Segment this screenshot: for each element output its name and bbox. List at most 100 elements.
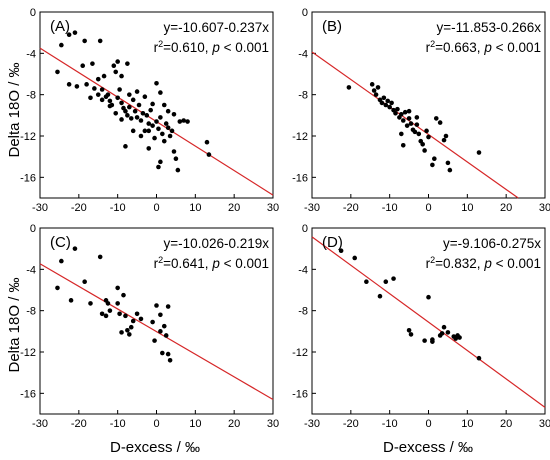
y-tick-label: -12	[292, 347, 308, 359]
x-tick-label: -30	[304, 202, 320, 214]
data-point	[163, 121, 169, 126]
data-point	[113, 69, 119, 75]
fit-stat-r2-value: =0.663,	[435, 40, 484, 55]
data-point	[406, 108, 412, 114]
y-tick-label: -8	[26, 306, 36, 318]
data-point	[88, 301, 93, 306]
data-point	[338, 248, 344, 254]
data-point	[165, 108, 171, 114]
regression-line	[39, 263, 274, 401]
data-point	[55, 69, 60, 75]
data-point	[383, 279, 389, 285]
data-point	[441, 137, 447, 143]
data-point	[402, 109, 408, 115]
data-point	[171, 149, 177, 154]
panel-a: -30 -20 -10 0 10 20 30 0 -4 -8 -12 -16 (A) y=-10.607-…	[20, 7, 279, 214]
data-point	[171, 112, 177, 117]
x-tick-label: -20	[71, 202, 87, 214]
fit-statistics: r2=0.641, p < 0.001	[154, 255, 269, 271]
x-tick-label: 10	[461, 418, 473, 430]
y-axis-title-bottom: Delta 18O / ‰	[6, 277, 23, 372]
data-point	[138, 316, 144, 322]
data-point	[123, 313, 128, 319]
data-point	[80, 63, 86, 69]
data-point	[420, 141, 425, 147]
data-point	[136, 102, 142, 108]
regression-equation: y=-10.026-0.219x	[164, 236, 270, 251]
data-point	[204, 139, 210, 145]
y-tick-label: -16	[292, 388, 308, 400]
fit-stat-p-value: < 0.001	[492, 256, 541, 271]
data-point	[414, 115, 420, 120]
data-point	[138, 118, 144, 123]
panel-b: -30 -20 -10 0 10 20 30 0 -4 -8 -12 -16 (B) y=-11.853-…	[292, 7, 550, 214]
y-tick-label: -8	[298, 90, 308, 102]
data-point	[161, 323, 167, 329]
data-point	[130, 318, 136, 324]
x-tick-label: -20	[343, 418, 359, 430]
data-point	[389, 100, 394, 106]
data-point	[364, 279, 369, 285]
data-point	[161, 138, 167, 144]
data-point	[130, 97, 136, 103]
panel-label: (C)	[50, 234, 71, 251]
data-point	[381, 95, 387, 101]
data-point	[437, 120, 443, 125]
data-point	[165, 125, 171, 131]
r-squared-exponent: 2	[158, 39, 163, 49]
data-point	[393, 110, 398, 116]
r-squared-exponent: 2	[158, 255, 163, 265]
data-point	[115, 59, 120, 64]
regression-line	[311, 236, 546, 408]
x-tick-label: 30	[539, 202, 550, 214]
x-tick-label: 30	[267, 418, 279, 430]
data-point	[181, 118, 186, 123]
data-point	[121, 292, 126, 298]
fit-stat-p-value: < 0.001	[492, 40, 541, 55]
data-point	[430, 337, 435, 342]
y-tick-label: -8	[298, 306, 308, 318]
regression-equation: y=-10.607-0.237x	[164, 20, 270, 35]
y-tick-label: 0	[302, 223, 308, 235]
y-axis-title-top: Delta 18O / ‰	[6, 62, 23, 157]
data-point	[391, 276, 396, 281]
data-point	[206, 152, 212, 157]
data-point	[113, 110, 119, 116]
data-point	[156, 164, 161, 170]
data-point	[66, 32, 72, 38]
data-point	[379, 100, 385, 106]
y-tick-label: 0	[30, 7, 36, 19]
data-point	[115, 95, 120, 101]
data-point	[82, 279, 87, 285]
data-point	[432, 156, 437, 162]
data-point	[103, 313, 109, 319]
fit-stat-r2-value: =0.832,	[435, 256, 484, 271]
data-point	[125, 328, 130, 333]
x-tick-label: -30	[304, 418, 320, 430]
fit-statistics: r2=0.832, p < 0.001	[426, 255, 541, 271]
data-point	[433, 116, 439, 121]
data-point	[115, 285, 120, 291]
data-point	[144, 113, 150, 118]
data-point	[134, 89, 140, 94]
data-point	[72, 246, 78, 251]
x-tick-label: 10	[189, 418, 201, 430]
x-tick-label: 30	[267, 202, 279, 214]
data-point	[119, 330, 124, 335]
x-tick-label: -10	[382, 418, 398, 430]
x-tick-label: 20	[228, 202, 240, 214]
data-point	[160, 131, 165, 137]
data-point	[377, 293, 383, 299]
data-point	[107, 98, 113, 104]
y-tick-label: -16	[292, 172, 308, 184]
regression-equation: y=-11.853-0.266x	[437, 20, 542, 35]
fit-stat-p-symbol: p	[483, 256, 492, 271]
x-tick-label: 20	[228, 418, 240, 430]
data-point	[117, 311, 122, 317]
data-point	[127, 104, 132, 110]
data-point	[400, 143, 406, 148]
data-point	[383, 102, 389, 108]
data-point	[158, 90, 163, 95]
fit-stat-r2-prefix: r	[154, 40, 159, 55]
data-point	[123, 108, 128, 114]
